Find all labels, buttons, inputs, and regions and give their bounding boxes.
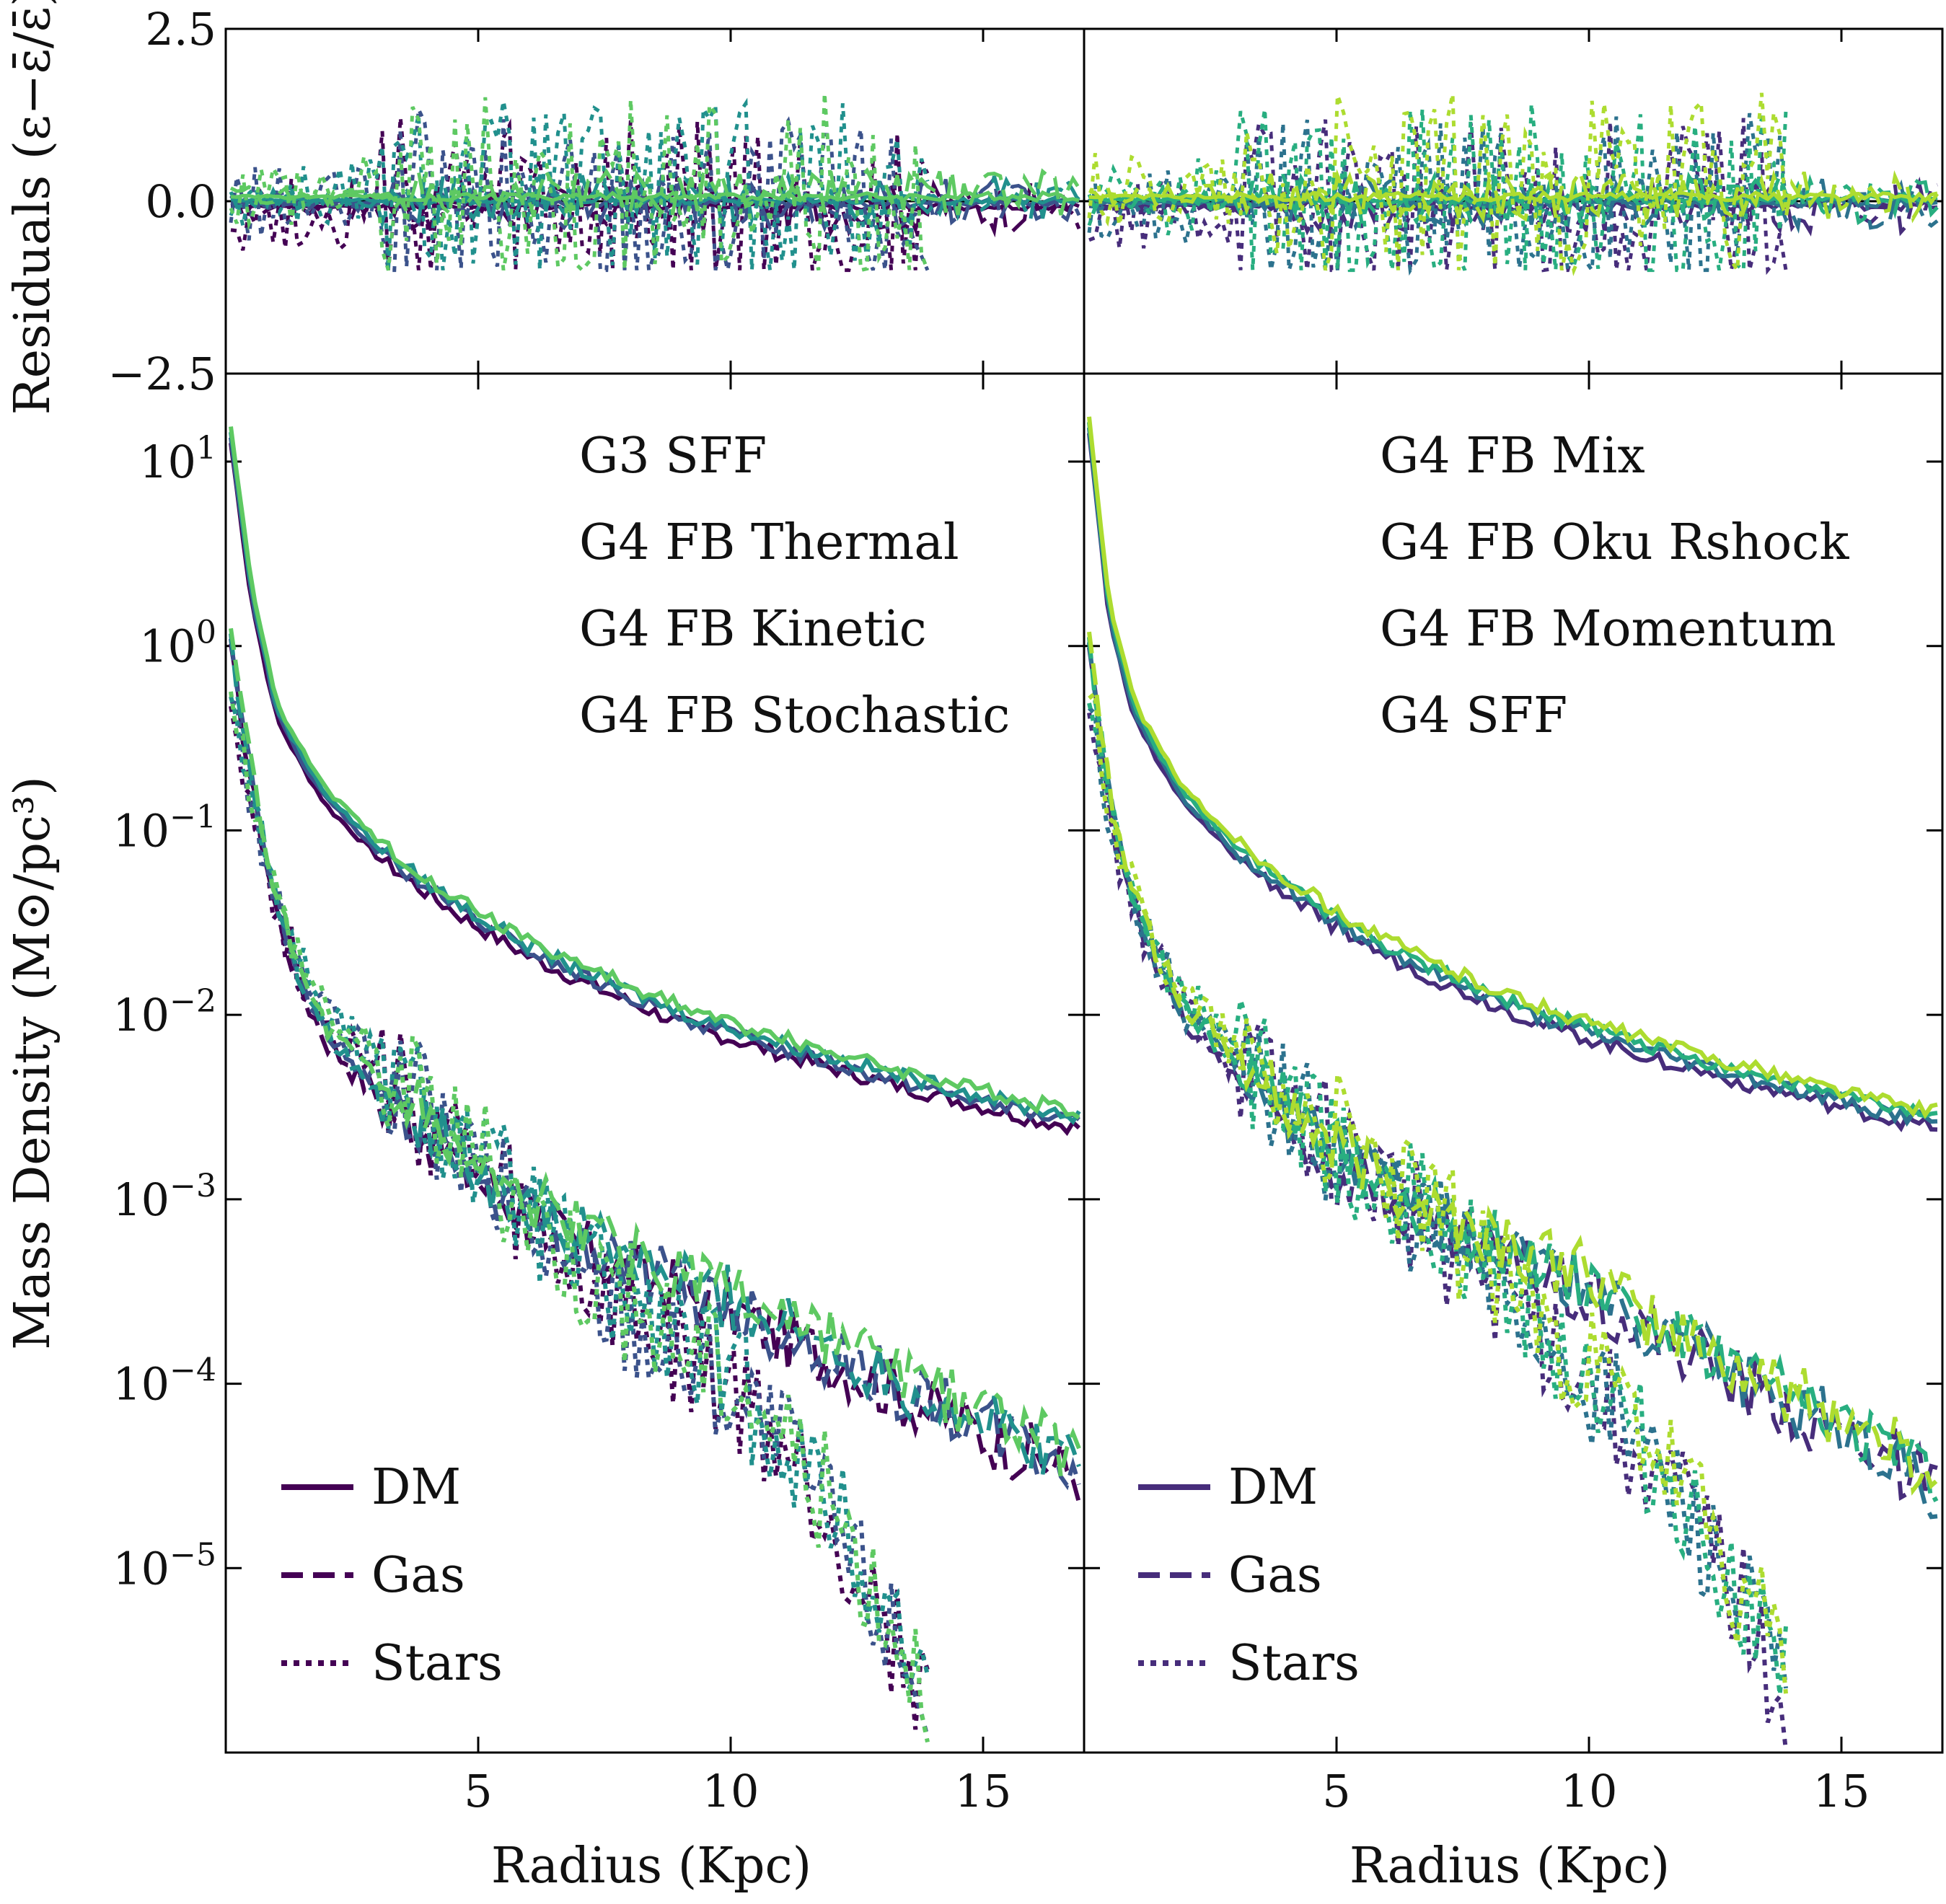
density-ylabel: Mass Density (M⊙/pc³) bbox=[4, 776, 61, 1350]
density-yticks: 101 100 10−1 10−2 10−3 10−4 10−5 bbox=[113, 430, 1942, 1595]
residual-line-stars-3 bbox=[1087, 92, 1788, 276]
xtick-right-10: 10 bbox=[1561, 1765, 1618, 1817]
density-line-stars-0 bbox=[1087, 712, 1788, 1751]
density-ytick-1: 100 bbox=[139, 614, 216, 673]
density-ytick-2: 10−1 bbox=[113, 798, 216, 857]
xlabel-left: Radius (Kpc) bbox=[491, 1838, 811, 1895]
residual-ylabel: Residuals (ε−ε̄/ε̄) bbox=[4, 0, 61, 415]
label-g4-fb-kinetic: G4 FB Kinetic bbox=[579, 601, 927, 658]
density-line-stars-2 bbox=[229, 695, 930, 1689]
label-g4-fb-mix: G4 FB Mix bbox=[1380, 428, 1645, 485]
density-line-gas-3 bbox=[229, 627, 1081, 1478]
xtick-left-15: 15 bbox=[955, 1765, 1012, 1817]
legend-right-gas-text: Gas bbox=[1228, 1547, 1322, 1604]
panel-bottom-right-frame bbox=[1083, 372, 1944, 1754]
density-ytick-0: 101 bbox=[139, 430, 216, 488]
density-ytick-5: 10−4 bbox=[113, 1352, 216, 1411]
density-line-stars-3 bbox=[1088, 689, 1788, 1694]
residual-line-dm-3 bbox=[230, 190, 1080, 203]
legend-left-stars-text: Stars bbox=[371, 1635, 503, 1692]
legend-left-dm-text: DM bbox=[371, 1459, 461, 1516]
density-ytick-6: 10−5 bbox=[113, 1536, 216, 1595]
density-ytick-4: 10−3 bbox=[113, 1168, 216, 1226]
density-line-gas-2 bbox=[229, 633, 1081, 1475]
residual-tick-bottom: −2.5 bbox=[107, 348, 216, 400]
legend-left: DM Gas Stars bbox=[281, 1459, 503, 1692]
residual-line-stars-1 bbox=[229, 102, 930, 273]
xtick-left-5: 5 bbox=[464, 1765, 492, 1817]
residual-line-gas-3 bbox=[229, 167, 1081, 218]
density-line-dm-3 bbox=[229, 426, 1080, 1120]
density-line-stars-0 bbox=[229, 705, 930, 1730]
residual-tick-zero: 0.0 bbox=[145, 175, 216, 228]
density-line-dm-2 bbox=[1087, 421, 1938, 1119]
xtick-right-5: 5 bbox=[1322, 1765, 1350, 1817]
label-g3-sff: G3 SFF bbox=[579, 428, 767, 485]
label-g4-sff: G4 SFF bbox=[1380, 687, 1567, 744]
density-line-gas-0 bbox=[1087, 647, 1938, 1502]
density-line-stars-1 bbox=[229, 699, 930, 1737]
residual-line-stars-3 bbox=[229, 92, 930, 273]
density-line-stars-3 bbox=[229, 691, 930, 1743]
label-g4-fb-momentum: G4 FB Momentum bbox=[1380, 601, 1836, 658]
density-line-dm-0 bbox=[229, 442, 1081, 1137]
density-line-dm-3 bbox=[1087, 416, 1938, 1119]
xlabel-right: Radius (Kpc) bbox=[1350, 1838, 1670, 1895]
residual-tick-top: 2.5 bbox=[145, 3, 216, 56]
xtick-left-10: 10 bbox=[703, 1765, 760, 1817]
label-g4-fb-stochastic: G4 FB Stochastic bbox=[579, 687, 1010, 744]
density-ytick-3: 10−2 bbox=[113, 983, 216, 1041]
legend-right: DM Gas Stars bbox=[1138, 1459, 1360, 1692]
xtick-right-15: 15 bbox=[1813, 1765, 1870, 1817]
legend-right-dm-text: DM bbox=[1228, 1459, 1318, 1516]
legend-left-gas-text: Gas bbox=[371, 1547, 465, 1604]
plot-lines bbox=[229, 29, 1940, 1753]
density-line-gas-3 bbox=[1087, 631, 1940, 1496]
legend-right-stars-text: Stars bbox=[1228, 1635, 1360, 1692]
label-g4-fb-oku-rshock: G4 FB Oku Rshock bbox=[1380, 514, 1849, 571]
label-g4-fb-thermal: G4 FB Thermal bbox=[579, 514, 959, 571]
density-line-gas-2 bbox=[1087, 637, 1939, 1505]
